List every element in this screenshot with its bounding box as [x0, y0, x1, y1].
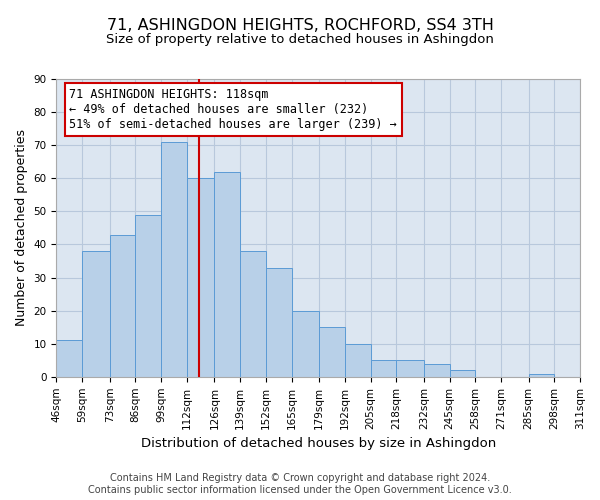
Bar	[136, 214, 161, 377]
Bar	[449, 370, 475, 377]
Bar	[580, 374, 600, 377]
Bar	[240, 251, 266, 377]
Y-axis label: Number of detached properties: Number of detached properties	[15, 130, 28, 326]
Bar	[214, 172, 240, 377]
Bar	[56, 340, 82, 377]
Bar	[345, 344, 371, 377]
Bar	[396, 360, 424, 377]
Text: 71, ASHINGDON HEIGHTS, ROCHFORD, SS4 3TH: 71, ASHINGDON HEIGHTS, ROCHFORD, SS4 3TH	[107, 18, 493, 32]
Bar	[292, 310, 319, 377]
Text: Contains HM Land Registry data © Crown copyright and database right 2024.
Contai: Contains HM Land Registry data © Crown c…	[88, 474, 512, 495]
Bar	[371, 360, 396, 377]
Bar	[266, 268, 292, 377]
Bar	[187, 178, 214, 377]
Bar	[82, 251, 110, 377]
Text: Size of property relative to detached houses in Ashingdon: Size of property relative to detached ho…	[106, 32, 494, 46]
Bar	[529, 374, 554, 377]
Bar	[110, 234, 136, 377]
Bar	[424, 364, 449, 377]
X-axis label: Distribution of detached houses by size in Ashingdon: Distribution of detached houses by size …	[140, 437, 496, 450]
Text: 71 ASHINGDON HEIGHTS: 118sqm
← 49% of detached houses are smaller (232)
51% of s: 71 ASHINGDON HEIGHTS: 118sqm ← 49% of de…	[70, 88, 397, 131]
Bar	[161, 142, 187, 377]
Bar	[319, 327, 345, 377]
